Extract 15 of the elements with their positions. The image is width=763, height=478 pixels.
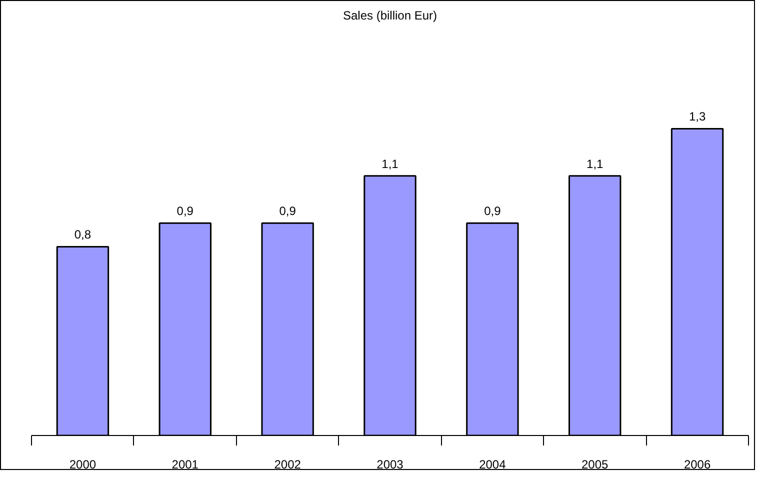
x-tick-label: 2006: [684, 458, 711, 472]
data-label: 0,9: [176, 204, 194, 218]
x-tick-label: 2001: [172, 458, 199, 472]
x-tick-label: 2002: [274, 458, 302, 472]
data-label: 0,8: [74, 228, 92, 242]
x-tick-label: 2004: [479, 458, 506, 472]
data-label: 0,9: [484, 204, 502, 218]
x-tick-label: 2000: [69, 458, 96, 472]
data-label: 1,1: [382, 156, 399, 171]
x-tick-label: 2005: [582, 458, 609, 472]
data-label: 1,3: [688, 110, 706, 124]
data-label: 0,9: [279, 204, 296, 218]
x-tick-label: 2003: [376, 458, 404, 472]
data-label: 1,1: [586, 156, 604, 171]
chart-title: Sales (billion Eur): [342, 8, 438, 22]
